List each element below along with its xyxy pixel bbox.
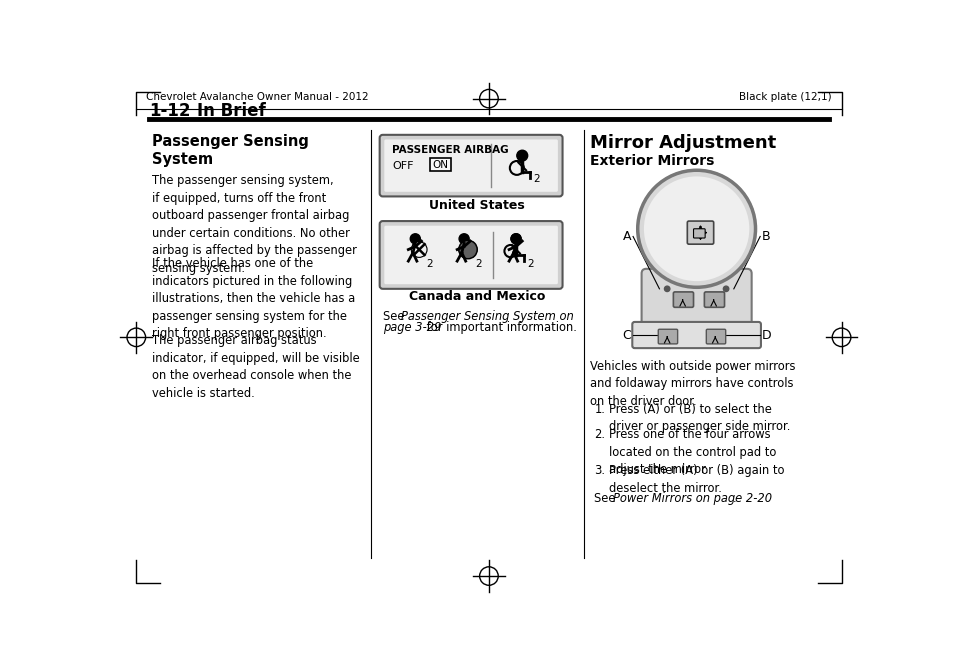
- FancyBboxPatch shape: [379, 221, 562, 289]
- FancyBboxPatch shape: [673, 292, 693, 307]
- Text: page 3-29: page 3-29: [382, 321, 441, 334]
- Text: See: See: [594, 492, 618, 506]
- Text: A: A: [622, 230, 631, 243]
- Text: Press (A) or (B) to select the
driver or passenger side mirror.: Press (A) or (B) to select the driver or…: [608, 403, 790, 434]
- Text: Passenger Sensing System on: Passenger Sensing System on: [401, 311, 574, 323]
- Text: In Brief: In Brief: [196, 102, 265, 120]
- Text: Exterior Mirrors: Exterior Mirrors: [590, 154, 714, 168]
- FancyBboxPatch shape: [384, 140, 558, 192]
- Circle shape: [517, 150, 527, 161]
- FancyBboxPatch shape: [705, 329, 725, 344]
- Text: 2: 2: [533, 174, 539, 184]
- Text: See: See: [382, 311, 408, 323]
- FancyBboxPatch shape: [430, 158, 451, 172]
- Text: 2: 2: [526, 259, 533, 269]
- Text: 2: 2: [475, 259, 481, 269]
- Circle shape: [410, 234, 420, 244]
- Circle shape: [511, 234, 520, 244]
- Text: 3.: 3.: [594, 464, 605, 477]
- Text: Press one of the four arrows
located on the control pad to
adjust the mirror.: Press one of the four arrows located on …: [608, 428, 776, 476]
- FancyBboxPatch shape: [693, 228, 704, 238]
- Text: Mirror Adjustment: Mirror Adjustment: [590, 134, 776, 152]
- Text: 1.: 1.: [594, 403, 604, 415]
- Circle shape: [412, 243, 425, 256]
- Text: .: .: [732, 492, 735, 506]
- Text: United States: United States: [429, 199, 524, 212]
- Circle shape: [637, 170, 755, 287]
- Circle shape: [458, 240, 476, 259]
- Circle shape: [459, 242, 476, 257]
- Circle shape: [722, 286, 728, 291]
- Text: The passenger sensing system,
if equipped, turns off the front
outboard passenge: The passenger sensing system, if equippe…: [152, 174, 356, 275]
- Text: OFF: OFF: [392, 160, 413, 170]
- Circle shape: [458, 234, 469, 244]
- Text: Black plate (12,1): Black plate (12,1): [738, 92, 831, 102]
- Text: Vehicles with outside power mirrors
and foldaway mirrors have controls
on the dr: Vehicles with outside power mirrors and …: [590, 359, 795, 407]
- Circle shape: [643, 176, 748, 281]
- Text: 2.: 2.: [594, 428, 605, 441]
- Text: PASSENGER AIRBAG: PASSENGER AIRBAG: [392, 145, 508, 155]
- Text: 1-12: 1-12: [149, 102, 190, 120]
- Text: Passenger Sensing
System: Passenger Sensing System: [152, 134, 309, 167]
- Text: If the vehicle has one of the
indicators pictured in the following
illustrations: If the vehicle has one of the indicators…: [152, 257, 355, 340]
- FancyBboxPatch shape: [384, 226, 558, 284]
- Text: D: D: [760, 329, 770, 341]
- Circle shape: [411, 242, 427, 257]
- Text: Press either (A) or (B) again to
deselect the mirror.: Press either (A) or (B) again to deselec…: [608, 464, 783, 494]
- FancyBboxPatch shape: [632, 322, 760, 348]
- Text: Power Mirrors on page 2-20: Power Mirrors on page 2-20: [612, 492, 771, 506]
- FancyBboxPatch shape: [641, 269, 751, 332]
- Text: C: C: [622, 329, 631, 341]
- Text: ON: ON: [433, 160, 449, 170]
- Circle shape: [511, 234, 520, 244]
- Text: for important information.: for important information.: [422, 321, 577, 334]
- Text: B: B: [761, 230, 770, 243]
- FancyBboxPatch shape: [379, 135, 562, 196]
- Text: Chevrolet Avalanche Owner Manual - 2012: Chevrolet Avalanche Owner Manual - 2012: [146, 92, 369, 102]
- Text: 2: 2: [426, 259, 433, 269]
- Circle shape: [664, 286, 669, 291]
- FancyBboxPatch shape: [658, 329, 677, 344]
- Text: Canada and Mexico: Canada and Mexico: [409, 290, 545, 303]
- FancyBboxPatch shape: [686, 221, 713, 244]
- FancyBboxPatch shape: [703, 292, 723, 307]
- Text: The passenger airbag status
indicator, if equipped, will be visible
on the overh: The passenger airbag status indicator, i…: [152, 334, 359, 399]
